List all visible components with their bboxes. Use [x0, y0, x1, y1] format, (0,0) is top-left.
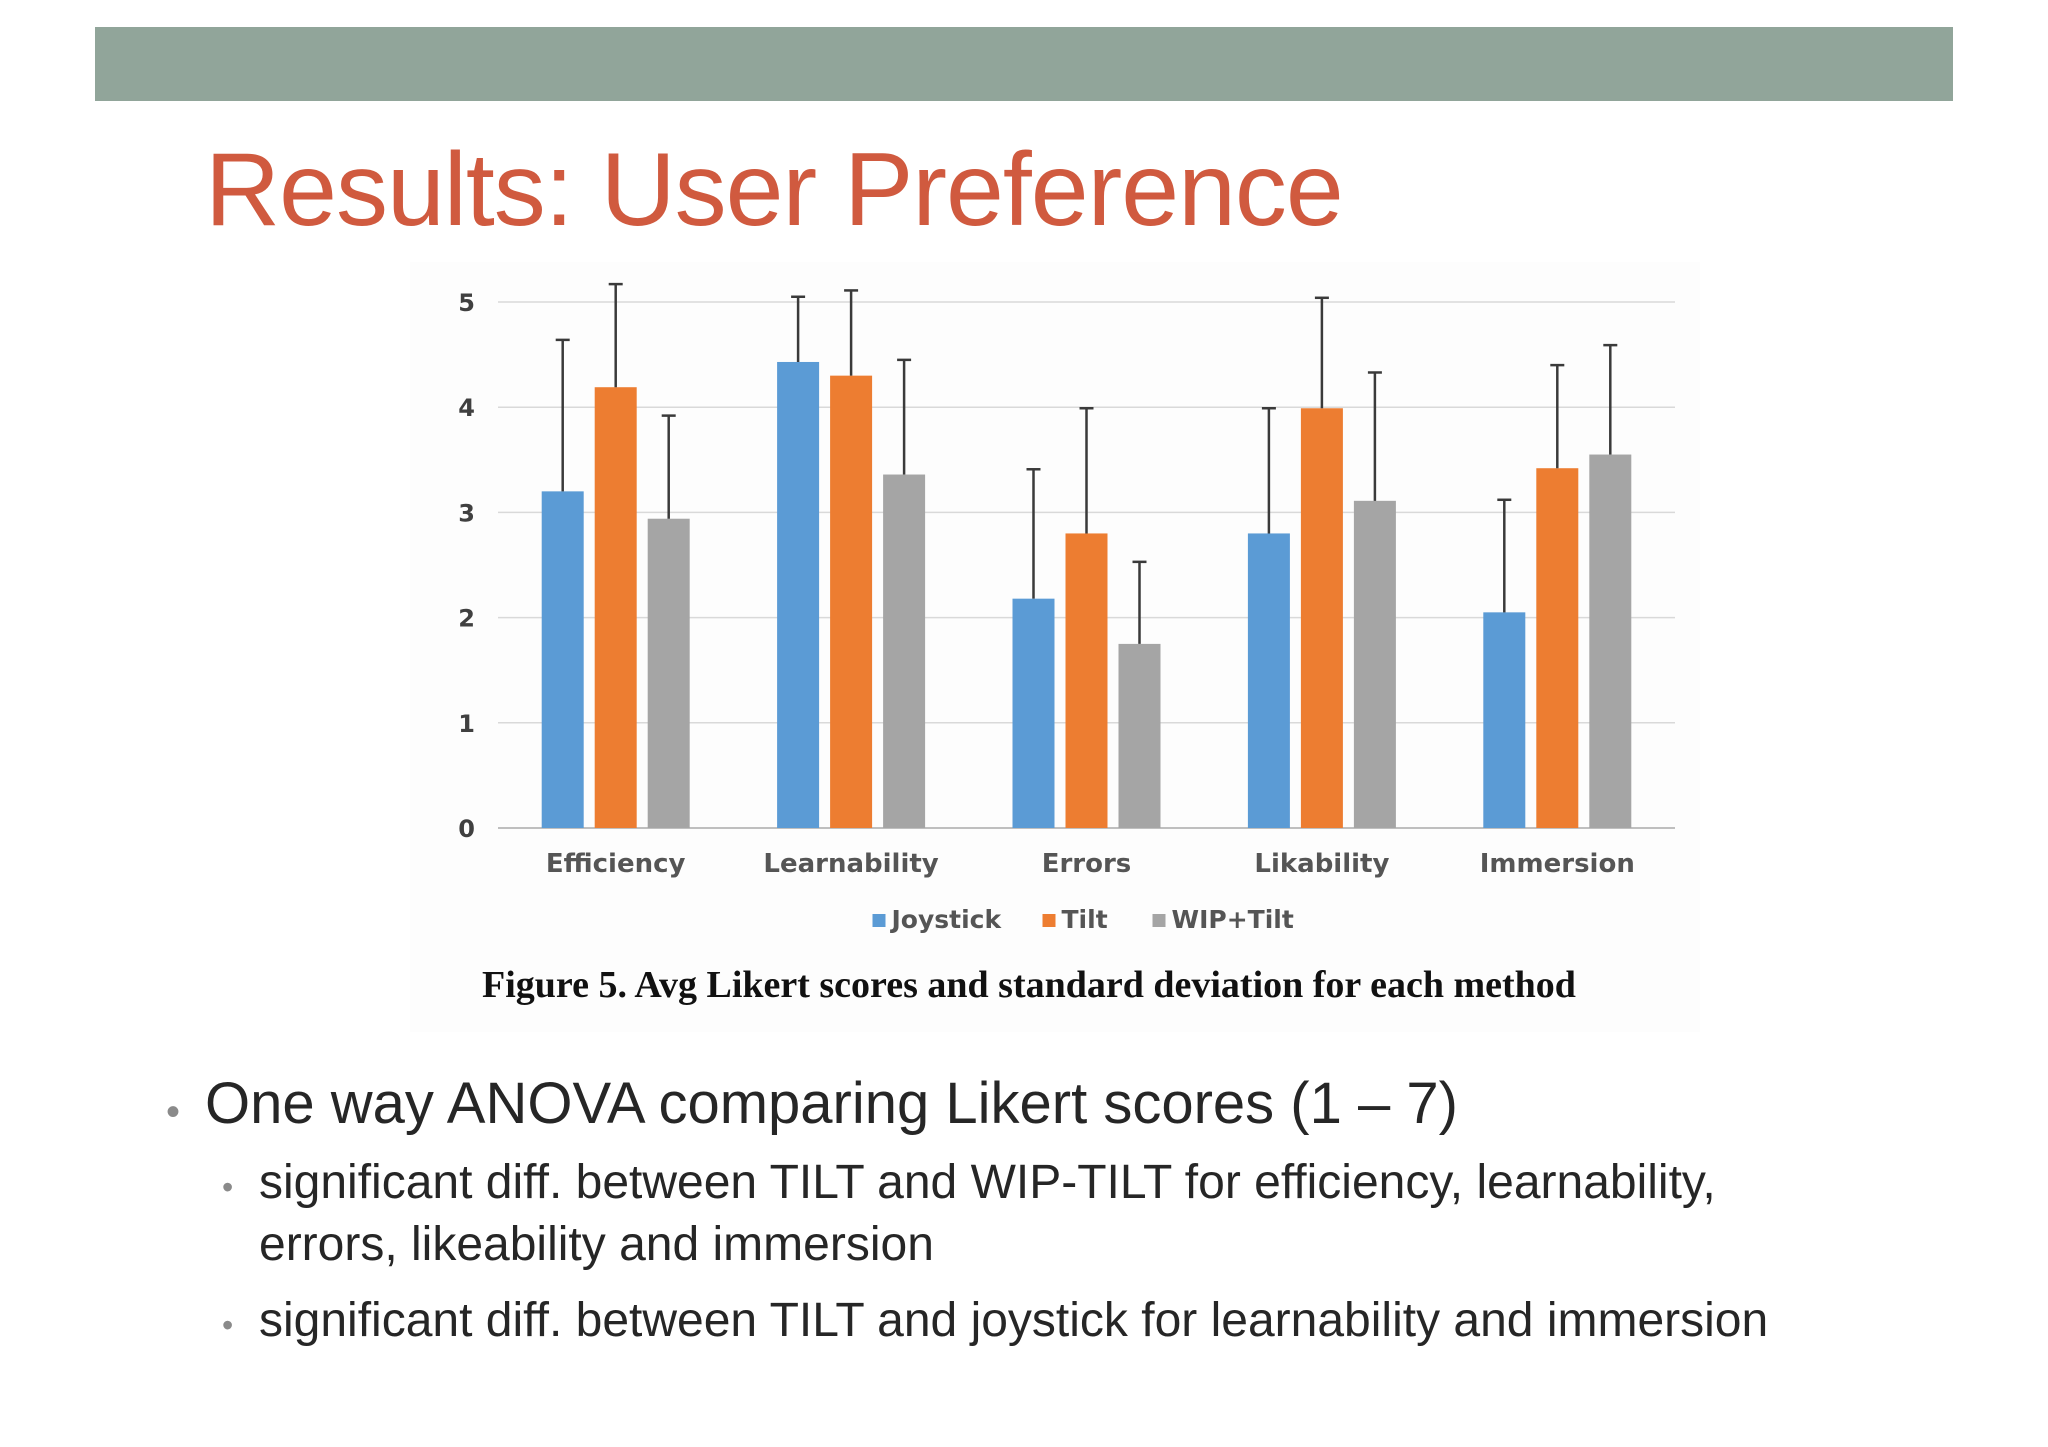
- legend-label: WIP+Tilt: [1172, 905, 1294, 934]
- bar: [1536, 468, 1579, 828]
- bar: [1065, 533, 1108, 828]
- bar: [1483, 612, 1526, 828]
- bar-chart: 0 1 2 3 4 5 Efficiency Learnability Errors Likabi…: [458, 282, 1675, 934]
- legend-label: Tilt: [1062, 905, 1108, 934]
- figure-caption: Figure 5. Avg Likert scores and standard…: [482, 964, 1576, 1006]
- legend-label: Joystick: [890, 905, 1003, 934]
- sub-bullet-marker: •: [222, 1169, 234, 1205]
- x-tick-label: Likability: [1254, 849, 1389, 879]
- slide-title: Results: User Preference: [205, 132, 1344, 248]
- bar: [541, 491, 584, 828]
- bar: [777, 361, 820, 828]
- x-tick-label: Efficiency: [546, 849, 686, 879]
- bullet-marker: •: [166, 1090, 181, 1134]
- y-tick-label: 3: [458, 499, 475, 527]
- y-tick-label: 5: [458, 289, 475, 317]
- bar: [1300, 408, 1343, 828]
- bar: [647, 518, 690, 828]
- sub-bullet-1: significant diff. between TILT and WIP-T…: [259, 1156, 1716, 1271]
- chart-area: 0 1 2 3 4 5 Efficiency Learnability Errors Likabi…: [410, 262, 1700, 1032]
- bullet-main: One way ANOVA comparing Likert scores (1…: [205, 1071, 1458, 1136]
- bar: [883, 474, 926, 828]
- sub-bullet-marker: •: [222, 1307, 234, 1343]
- y-tick-label: 4: [458, 394, 475, 422]
- y-tick-label: 2: [458, 605, 475, 633]
- x-tick-label: Errors: [1042, 849, 1132, 879]
- bar: [1353, 500, 1396, 828]
- x-tick-label: Immersion: [1480, 849, 1635, 879]
- legend-swatch: [1042, 914, 1056, 927]
- bar: [1118, 643, 1161, 828]
- bar: [594, 387, 637, 828]
- sub-bullet-2: significant diff. between TILT and joyst…: [259, 1294, 1769, 1347]
- legend-swatch: [872, 914, 886, 927]
- bar: [830, 375, 873, 828]
- y-tick-label: 1: [458, 710, 475, 738]
- header-band: [95, 27, 1953, 101]
- bar: [1247, 533, 1290, 828]
- x-tick-label: Learnability: [763, 849, 938, 879]
- bar: [1589, 454, 1632, 828]
- bar: [1012, 598, 1055, 828]
- legend-swatch: [1152, 914, 1166, 927]
- y-tick-label: 0: [458, 815, 475, 843]
